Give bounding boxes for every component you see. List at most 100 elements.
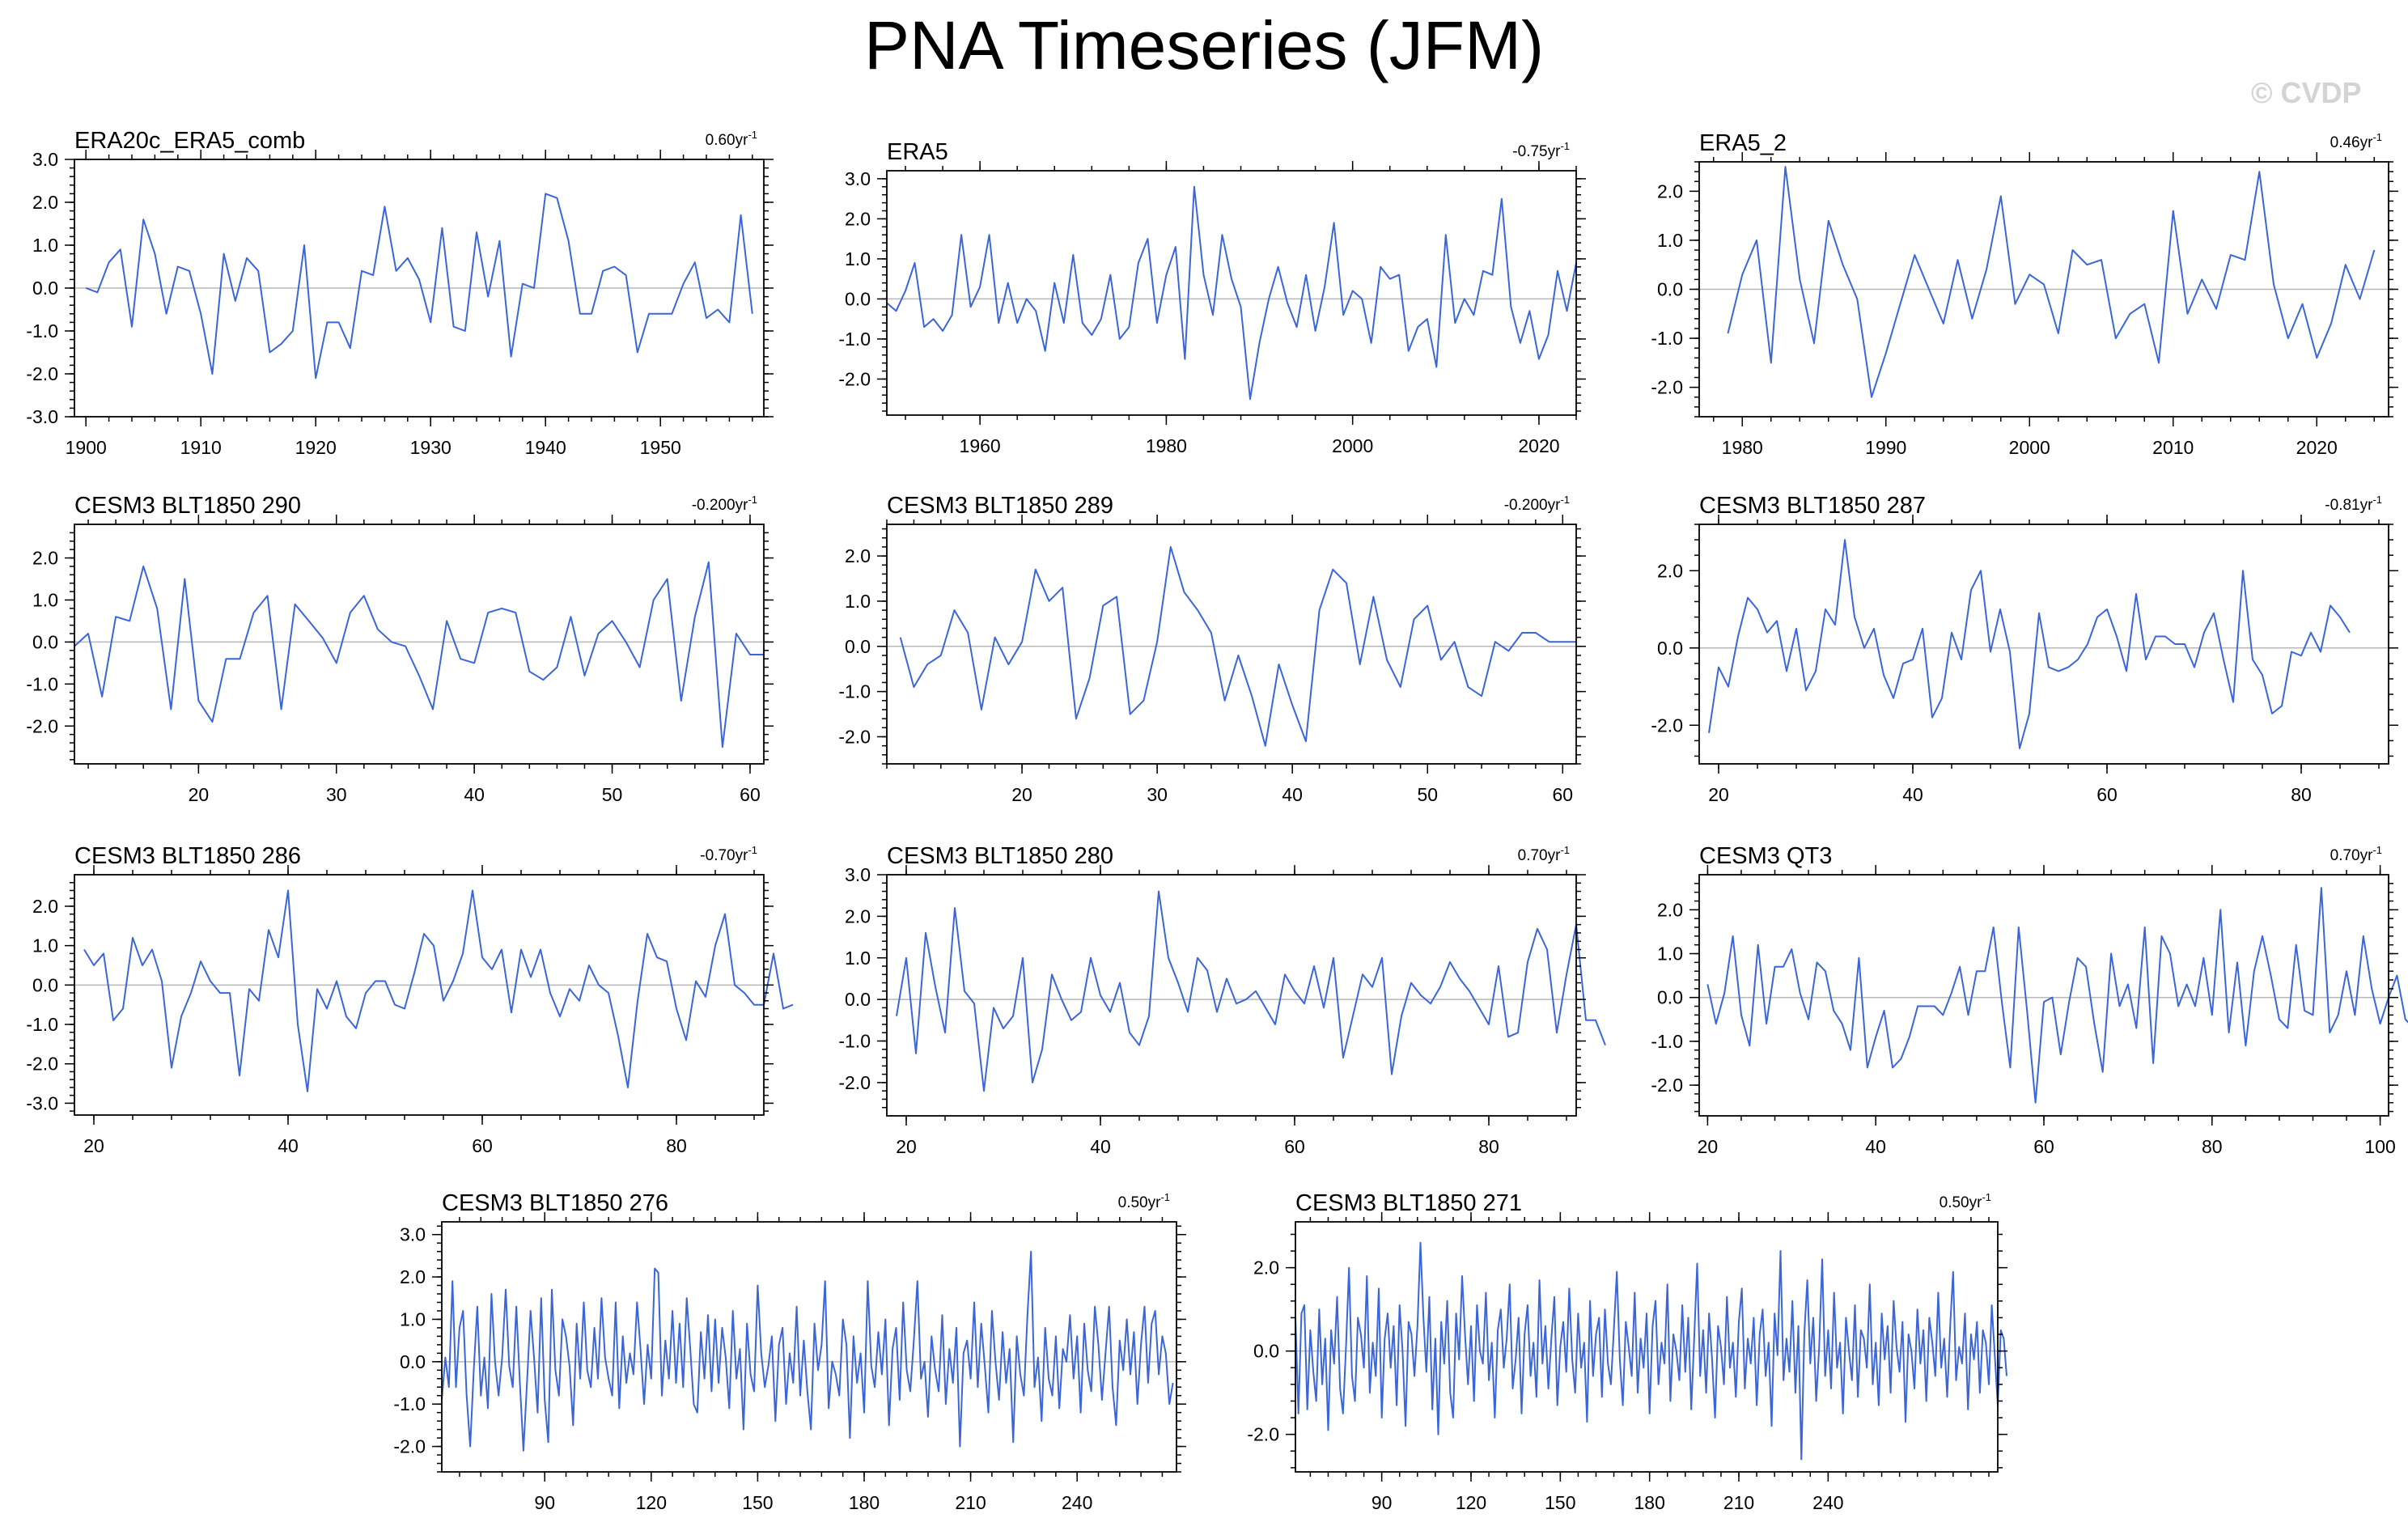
x-tick-label: 50 [1417,784,1438,805]
pna-series-line [441,1250,1174,1452]
y-tick-label: 1.0 [845,248,871,269]
panel-title: CESM3 BLT1850 280 [887,843,1113,869]
y-tick-label: -1.0 [1651,328,1683,349]
y-tick-label: 0.0 [32,278,58,299]
x-tick-label: 1960 [960,435,1001,456]
trend-value: 0.70yr [2330,847,2373,864]
panel-title: ERA20c_ERA5_comb [74,128,305,154]
trend-exponent: -1 [2372,494,2382,506]
trend-value: 0.60yr [706,132,748,149]
y-tick-label: 2.0 [32,192,58,213]
pna-series-line [85,193,753,380]
panel-title: CESM3 BLT1850 276 [442,1190,668,1216]
y-tick-label: -2.0 [1651,714,1683,736]
x-tick-label: 50 [602,784,623,805]
x-tick-label: 1910 [180,437,222,458]
chart-panel: -2.0 -1.0 0.0 1.0 2.0 3.0 1960 1980 2000 2020 ERA5… [838,139,1586,456]
pna-series-line [1727,166,2376,398]
y-tick-label: -1.0 [838,1031,871,1052]
y-tick-label: 2.0 [845,905,871,927]
panel-title: ERA5 [887,139,948,165]
y-tick-label: 2.0 [1657,560,1683,581]
y-tick-label: 0.0 [845,636,871,657]
y-tick-label: 1.0 [32,935,58,956]
x-tick-label: 60 [2033,1136,2054,1157]
x-tick-label: 40 [278,1135,299,1156]
figure-title: PNA Timeseries (JFM) [863,7,1545,83]
chart-panel: -2.0 -1.0 0.0 1.0 2.0 1980 1990 2000 2010 2020 ERA… [1651,130,2398,458]
x-tick-label: 240 [1812,1492,1843,1513]
x-tick-label: 90 [534,1492,555,1513]
y-tick-label: -3.0 [26,1092,58,1113]
panel-title: CESM3 QT3 [1699,843,1832,869]
chart-panel: -2.0 0.0 2.0 90 120 150 180 210 240 CESM3 BLT1850… [1247,1190,2007,1513]
x-tick-label: 180 [1634,1492,1664,1513]
y-tick-label: -2.0 [1651,377,1683,398]
x-tick-label: 20 [1011,784,1032,805]
cvdp-watermark: © CVDP [2251,76,2362,109]
y-tick-label: 0.0 [845,288,871,309]
x-tick-label: 1920 [295,437,337,458]
y-tick-label: 0.0 [1657,279,1683,300]
y-tick-label: -1.0 [838,681,871,702]
plot-frame [1698,524,2389,765]
trend-exponent: -1 [748,129,757,141]
x-tick-label: 210 [1723,1492,1754,1513]
x-tick-label: 150 [1545,1492,1575,1513]
x-tick-label: 40 [1902,784,1923,805]
trend-label: -0.200yr-1 [692,494,757,514]
panel-title: CESM3 BLT1850 289 [887,493,1113,519]
x-tick-label: 40 [464,784,485,805]
y-tick-label: -3.0 [26,406,58,427]
trend-value: -0.200yr [1504,497,1561,514]
pna-series-line [896,890,1606,1092]
x-tick-label: 40 [1282,784,1303,805]
chart-panel: -2.0 -1.0 0.0 1.0 2.0 3.0 90 120 150 180 210 240 CES… [393,1190,1186,1513]
y-tick-label: -2.0 [838,726,871,747]
trend-exponent: -1 [1160,1191,1170,1203]
pna-series-line [1295,1241,2007,1461]
chart-panel: -2.0 -1.0 0.0 1.0 2.0 20 30 40 50 60 CESM3 BLT1850… [838,493,1586,805]
y-tick-label: 2.0 [1657,180,1683,201]
x-tick-label: 2000 [2009,437,2050,458]
y-tick-label: -2.0 [1651,1075,1683,1096]
y-tick-label: 1.0 [1657,230,1683,251]
x-tick-label: 90 [1371,1492,1393,1513]
y-tick-label: -1.0 [26,673,58,694]
pna-series-line [1708,539,2351,749]
x-tick-label: 1980 [1146,435,1187,456]
y-tick-label: 0.0 [32,631,58,652]
y-tick-label: -2.0 [26,363,58,384]
x-tick-label: 120 [1456,1492,1486,1513]
trend-label: -0.70yr-1 [700,844,757,864]
y-tick-label: 1.0 [400,1308,426,1329]
x-tick-label: 20 [896,1136,917,1157]
trend-exponent: -1 [1982,1191,1991,1203]
x-tick-label: 2000 [1332,435,1373,456]
trend-exponent: -1 [2372,844,2382,856]
trend-label: 0.70yr-1 [1518,844,1570,864]
x-tick-label: 20 [1698,1136,1719,1157]
x-tick-label: 20 [189,784,210,805]
pna-series-line [1706,887,2408,1104]
x-tick-label: 1980 [1722,437,1763,458]
x-tick-label: 40 [1090,1136,1111,1157]
trend-exponent: -1 [748,494,757,506]
trend-label: 0.50yr-1 [1940,1191,1991,1211]
y-tick-label: 0.0 [400,1351,426,1372]
trend-label: 0.60yr-1 [706,129,757,149]
x-tick-label: 20 [83,1135,104,1156]
chart-panel: -3.0 -2.0 -1.0 0.0 1.0 2.0 20 40 60 80 CESM3 BLT18… [26,843,794,1156]
x-tick-label: 210 [955,1492,986,1513]
y-tick-label: 1.0 [1657,943,1683,965]
x-tick-label: 60 [740,784,761,805]
trend-exponent: -1 [1560,140,1570,152]
x-tick-label: 60 [1284,1136,1305,1157]
trend-label: -0.75yr-1 [1512,140,1570,160]
y-tick-label: -2.0 [26,715,58,736]
x-tick-label: 1900 [66,437,107,458]
x-tick-label: 180 [849,1492,880,1513]
trend-exponent: -1 [2372,131,2382,143]
x-tick-label: 40 [1865,1136,1886,1157]
plot-frame [74,874,765,1116]
